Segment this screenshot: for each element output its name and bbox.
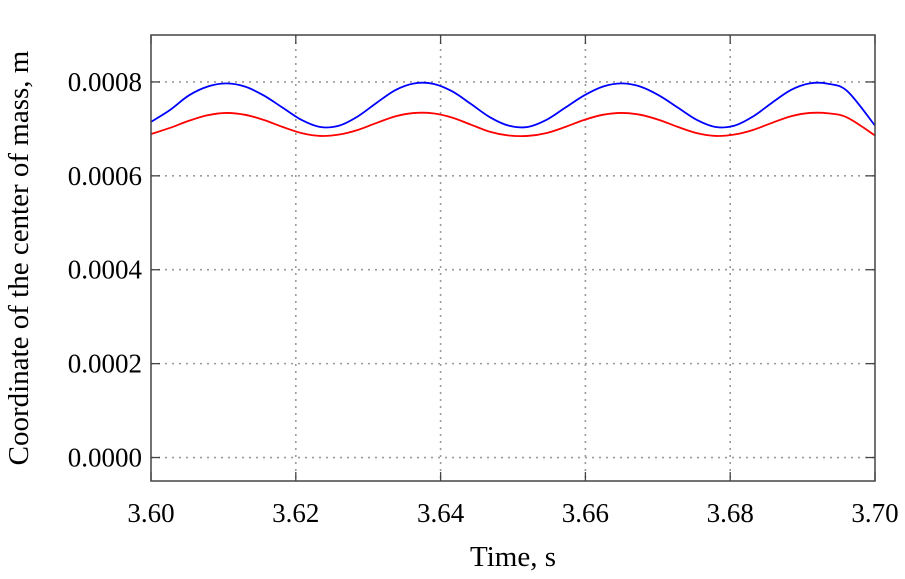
- y-tick-label: 0.0000: [68, 443, 142, 473]
- x-tick-label: 3.62: [272, 498, 319, 528]
- x-tick-label: 3.68: [707, 498, 754, 528]
- ticks: [150, 35, 876, 481]
- grid: [151, 35, 875, 481]
- x-tick-label: 3.64: [417, 498, 465, 528]
- y-tick-label: 0.0006: [68, 161, 142, 191]
- y-tick-label: 0.0002: [68, 349, 142, 379]
- series-line-1: [150, 81, 876, 129]
- series-line-2: [150, 111, 876, 138]
- x-tick-labels: 3.60 3.62 3.64 3.66 3.68 3.70: [127, 498, 898, 528]
- x-tick-label: 3.60: [127, 498, 174, 528]
- x-tick-label: 3.70: [851, 498, 898, 528]
- x-tick-label: 3.66: [562, 498, 609, 528]
- plot-frame: [150, 34, 876, 482]
- y-axis-label: Coordinate of the center of mass, m: [3, 50, 35, 465]
- y-tick-label: 0.0004: [68, 255, 143, 285]
- y-tick-label: 0.0008: [68, 67, 142, 97]
- series-group: [150, 81, 876, 138]
- x-axis-label: Time, s: [470, 541, 556, 573]
- y-tick-labels: 0.0000 0.0002 0.0004 0.0006 0.0008: [68, 67, 143, 473]
